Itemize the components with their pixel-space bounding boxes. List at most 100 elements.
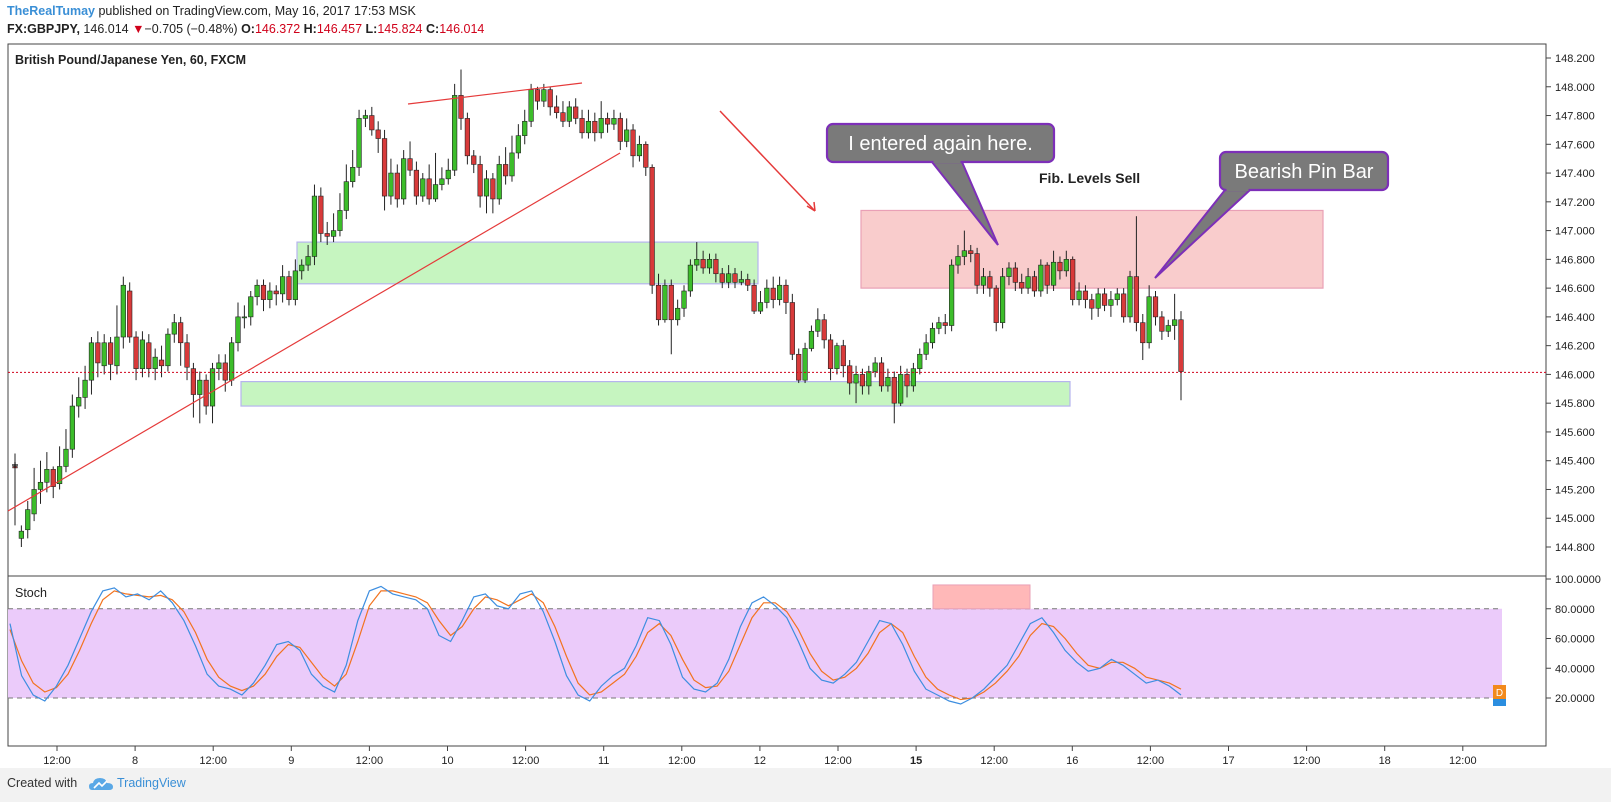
candle bbox=[362, 109, 369, 128]
x-tick-label: 10 bbox=[441, 755, 453, 767]
pin-bar-callout[interactable]: Bearish Pin Bar bbox=[1154, 150, 1390, 279]
candle bbox=[808, 325, 815, 352]
candle bbox=[751, 279, 757, 315]
y-tick-label: 146.600 bbox=[1555, 283, 1595, 295]
candle bbox=[1006, 262, 1012, 286]
candle bbox=[598, 101, 604, 139]
candle bbox=[330, 213, 337, 243]
candle bbox=[375, 121, 381, 153]
trend-line[interactable] bbox=[7, 152, 621, 512]
candle bbox=[566, 101, 572, 128]
x-tick-label: 12:00 bbox=[199, 755, 227, 767]
candle bbox=[88, 337, 95, 395]
candle bbox=[241, 305, 247, 329]
tradingview-link[interactable]: TradingView bbox=[117, 776, 186, 790]
candle bbox=[356, 109, 362, 176]
price-change: −0.705 (−0.48%) bbox=[144, 22, 238, 36]
chart-area[interactable]: I entered again here. Bearish Pin Bar Fib.… bbox=[0, 38, 1611, 768]
support-zone bbox=[240, 381, 1071, 407]
x-tick-label: 9 bbox=[288, 755, 294, 767]
candle bbox=[127, 282, 133, 343]
candle bbox=[694, 242, 700, 271]
candle bbox=[401, 150, 407, 205]
candle bbox=[655, 273, 662, 326]
candle bbox=[955, 244, 961, 274]
candle bbox=[114, 305, 120, 375]
candle bbox=[611, 109, 617, 130]
candle bbox=[649, 164, 655, 294]
author-link[interactable]: TheRealTumay bbox=[7, 4, 95, 18]
close-value: 146.014 bbox=[439, 22, 485, 36]
price-pane[interactable] bbox=[7, 43, 1547, 577]
candle bbox=[821, 314, 827, 349]
candle bbox=[82, 365, 88, 409]
entry-callout[interactable]: I entered again here. bbox=[825, 122, 1056, 246]
candle bbox=[1063, 250, 1069, 277]
candle bbox=[490, 173, 496, 214]
candle bbox=[260, 279, 267, 312]
down-arrow-line[interactable] bbox=[719, 110, 816, 212]
candle bbox=[1146, 285, 1152, 349]
y-tick-label: 147.800 bbox=[1555, 111, 1595, 123]
candle bbox=[311, 184, 318, 266]
candle bbox=[547, 86, 553, 116]
candle bbox=[248, 290, 254, 326]
candle bbox=[445, 158, 451, 185]
candle bbox=[579, 109, 585, 139]
x-tick-label: 17 bbox=[1222, 755, 1234, 767]
candle bbox=[706, 253, 713, 274]
candle bbox=[95, 331, 101, 378]
candle bbox=[420, 173, 426, 202]
x-tick-label: 12:00 bbox=[1137, 755, 1165, 767]
candle bbox=[872, 357, 878, 378]
candle bbox=[509, 135, 515, 182]
candle bbox=[299, 259, 305, 280]
y-tick-label: 144.800 bbox=[1555, 542, 1595, 554]
candle bbox=[426, 164, 432, 205]
candle bbox=[432, 152, 439, 202]
stoch-highlight-zone bbox=[932, 584, 1031, 610]
stoch-tick-label: 60.0000 bbox=[1555, 634, 1595, 646]
candle bbox=[139, 331, 146, 378]
stoch-title: Stoch bbox=[15, 586, 47, 600]
candle bbox=[585, 109, 592, 139]
candle bbox=[980, 267, 987, 294]
top-line[interactable] bbox=[407, 82, 583, 105]
x-tick-label: 11 bbox=[598, 755, 609, 767]
y-tick-label: 146.200 bbox=[1555, 341, 1595, 353]
candle bbox=[949, 259, 955, 332]
candle bbox=[827, 334, 834, 381]
candle bbox=[57, 446, 63, 490]
y-tick-label: 145.400 bbox=[1555, 456, 1595, 468]
candle bbox=[152, 348, 158, 381]
candle bbox=[662, 279, 668, 323]
candle bbox=[592, 112, 598, 142]
candle bbox=[534, 86, 541, 110]
candle bbox=[63, 429, 69, 473]
publish-info: published on TradingView.com, May 16, 20… bbox=[98, 4, 416, 18]
ohlc-line: FX:GBPJPY, 146.014 ▼−0.705 (−0.48%) O:14… bbox=[7, 22, 484, 36]
candle bbox=[643, 141, 649, 176]
candle bbox=[573, 98, 579, 125]
candle bbox=[719, 267, 725, 289]
symbol-label: FX:GBPJPY, bbox=[7, 22, 80, 36]
candle bbox=[1101, 288, 1108, 312]
candle bbox=[337, 193, 343, 237]
candle bbox=[394, 164, 400, 208]
open-value: 146.372 bbox=[254, 22, 301, 36]
candle bbox=[1012, 262, 1018, 291]
y-tick-label: 145.000 bbox=[1555, 513, 1595, 525]
candle bbox=[18, 525, 24, 547]
candle bbox=[1025, 267, 1031, 294]
x-tick-label: 15 bbox=[910, 755, 922, 767]
candle bbox=[165, 328, 171, 372]
candle bbox=[1178, 311, 1184, 401]
candle bbox=[209, 362, 216, 424]
candle bbox=[624, 118, 630, 148]
candle bbox=[891, 371, 897, 424]
candle bbox=[1114, 288, 1120, 306]
candle bbox=[107, 337, 114, 381]
candle bbox=[267, 282, 273, 309]
candle bbox=[968, 244, 974, 263]
candle bbox=[388, 158, 394, 205]
